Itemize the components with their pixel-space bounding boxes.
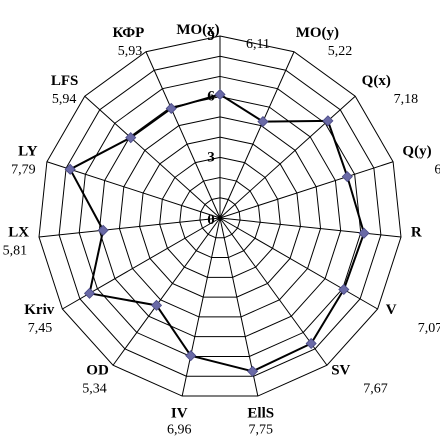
spoke-1 <box>219 51 295 219</box>
data-point-mox <box>214 88 226 101</box>
series-line <box>69 93 365 373</box>
value-label: 6,96 <box>167 423 192 438</box>
grid-ring-9 <box>38 35 402 397</box>
value-label: 5,81 <box>3 243 28 258</box>
radial-tick-label: 9 <box>207 28 215 44</box>
grid-ring-2 <box>179 177 261 259</box>
spoke-9 <box>112 217 221 366</box>
value-label: 7,67 <box>363 382 388 397</box>
value-label: 5,22 <box>328 44 353 59</box>
axis-label: LFS <box>51 73 79 89</box>
spoke-12 <box>46 161 221 219</box>
value-label: 7,18 <box>394 92 419 107</box>
value-label: 6,62 <box>434 162 440 177</box>
grid-layer <box>38 35 402 397</box>
axis-label: Q(y) <box>402 143 431 159</box>
radial-tick-label: 0 <box>207 212 215 228</box>
data-point-moy <box>257 116 269 128</box>
axis-label: MO(y) <box>296 25 339 41</box>
axis-label: Q(x) <box>362 73 391 89</box>
data-point-iv <box>185 350 197 362</box>
grid-ring-4 <box>139 136 301 298</box>
data-point-r <box>358 227 370 239</box>
data-point-lfs <box>125 132 137 144</box>
grid-ring-6 <box>98 96 342 338</box>
value-label: 6,11 <box>246 37 270 52</box>
spoke-4 <box>219 217 402 238</box>
data-point-qy <box>341 171 353 183</box>
grid-ring-8 <box>58 55 382 377</box>
data-point-кфр <box>165 102 177 115</box>
label-layer: 0 3 6 9MO(x) 6,11 MO(y) 5,22 Q(x)7,18 Q(y)6,62 R 7… <box>3 22 440 438</box>
spoke-2 <box>219 95 356 219</box>
value-label: 5,93 <box>118 44 143 59</box>
axis-label: OD <box>86 363 109 379</box>
grid-ring-7 <box>78 75 362 357</box>
spoke-7 <box>219 217 259 397</box>
axis-label: LY <box>18 143 38 159</box>
axis-label: EllS <box>247 406 274 422</box>
axis-label: R <box>411 224 422 240</box>
value-label: 7,75 <box>249 423 274 438</box>
spoke-8 <box>181 217 221 397</box>
grid-ring-1 <box>199 197 241 239</box>
data-point-ly <box>64 163 76 175</box>
value-label: 5,94 <box>52 92 77 107</box>
axis-label: LX <box>8 224 29 240</box>
axis-label: MO(x) <box>176 22 219 38</box>
data-point-od <box>150 299 163 311</box>
data-point-ells <box>247 365 259 377</box>
spoke-5 <box>219 217 378 310</box>
spoke-14 <box>145 51 221 219</box>
axis-label: IV <box>171 406 188 422</box>
grid-ring-3 <box>159 156 281 278</box>
axis-label: КФР <box>112 25 144 41</box>
grid-ring-5 <box>118 116 322 318</box>
data-point-sv <box>305 337 317 350</box>
spoke-3 <box>219 161 394 219</box>
data-point-v <box>338 283 350 296</box>
value-label: 7,07 <box>418 321 440 336</box>
data-point-kriv <box>83 287 96 299</box>
spoke-11 <box>38 217 221 238</box>
value-label: 5,34 <box>82 382 107 397</box>
data-point-qx <box>322 115 334 127</box>
data-point-lx <box>97 224 109 236</box>
series-layer <box>64 88 370 377</box>
spoke-13 <box>84 95 221 219</box>
value-label: 7,45 <box>28 321 53 336</box>
value-label: 7,79 <box>11 162 36 177</box>
radial-tick-label: 6 <box>207 89 215 105</box>
axis-label: SV <box>331 363 350 379</box>
radial-tick-label: 3 <box>207 149 215 165</box>
axis-label: Kriv <box>24 302 54 318</box>
axis-label: V <box>386 302 397 318</box>
